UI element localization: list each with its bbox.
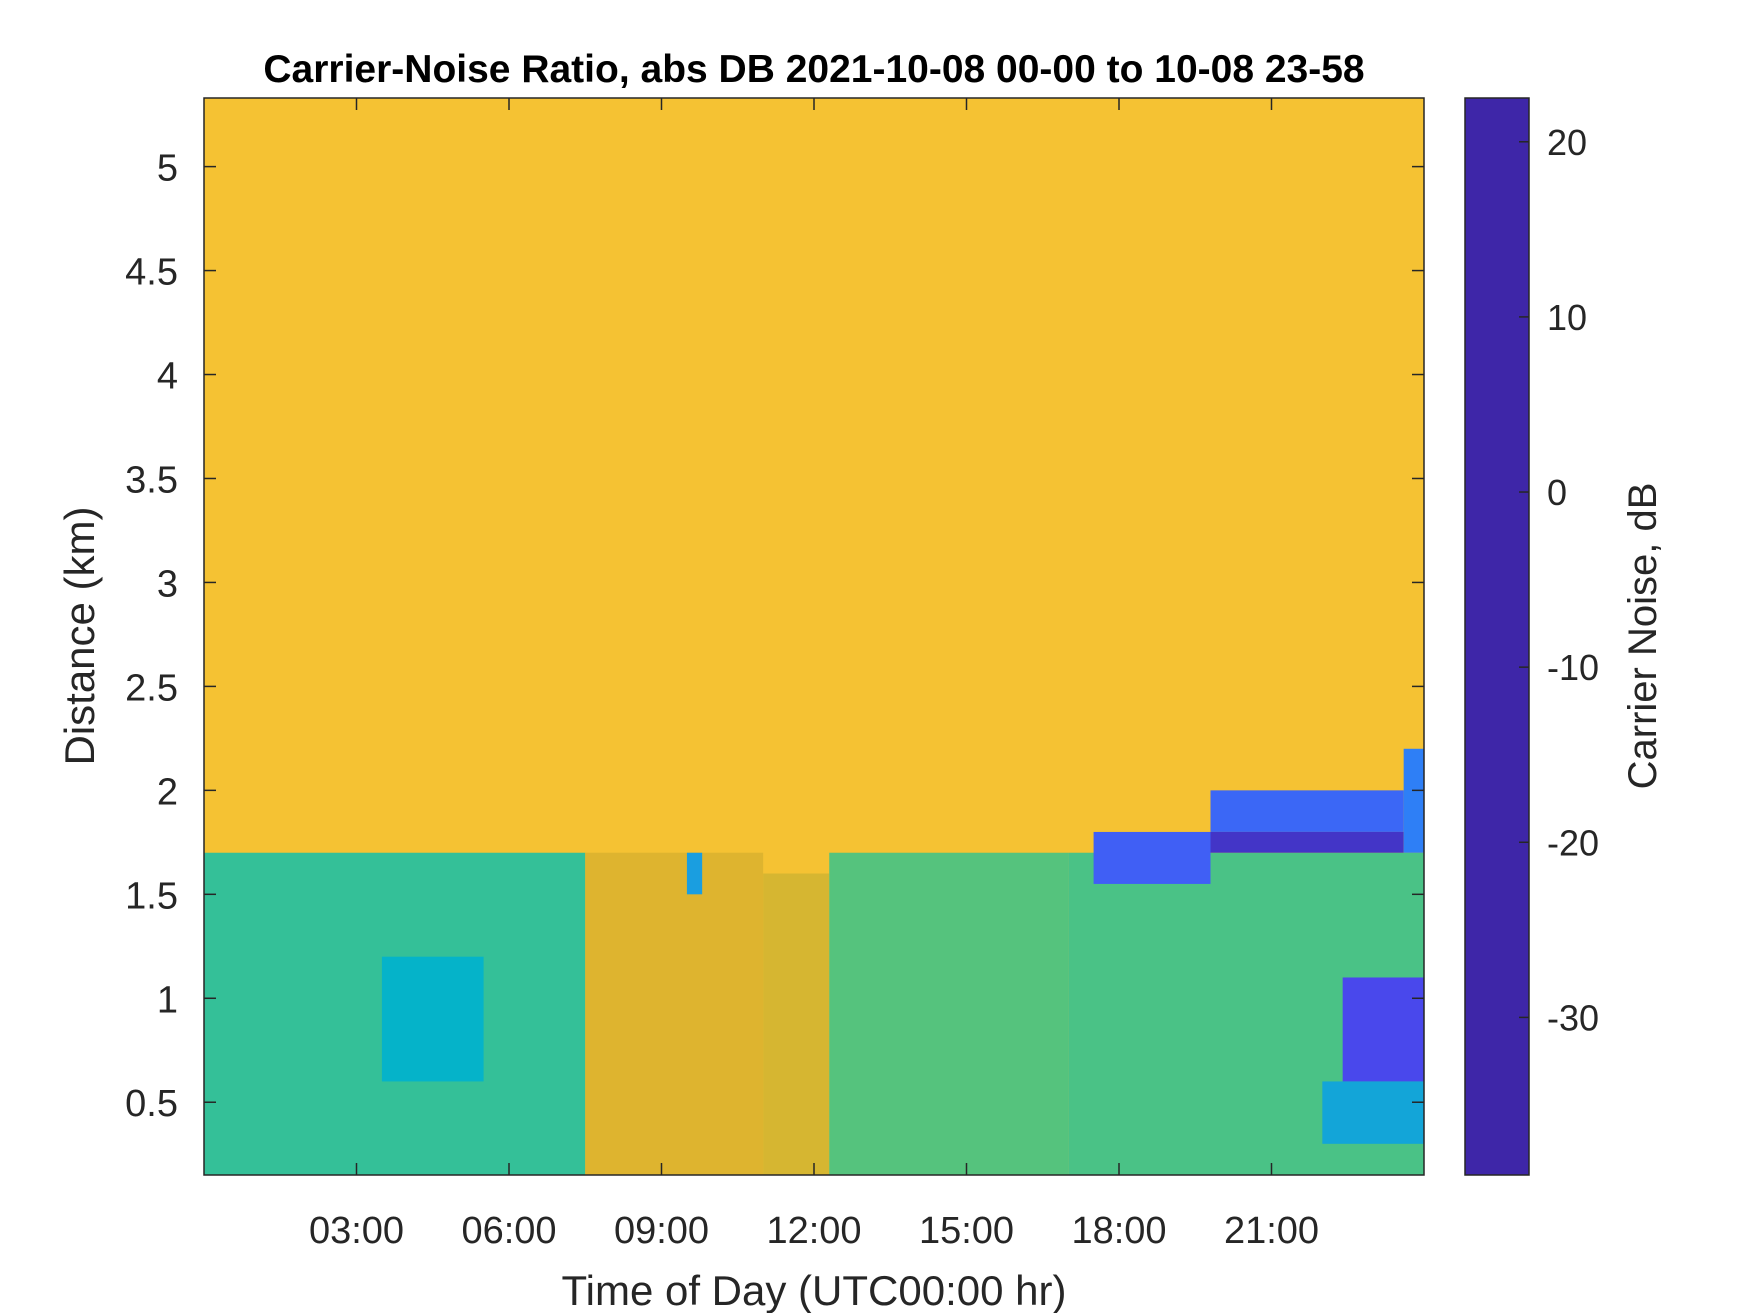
y-axis-label: Distance (km)	[56, 506, 103, 765]
heatmap-cell	[1210, 831, 1404, 853]
y-tick-label: 4	[157, 356, 178, 398]
heatmap-cell	[204, 98, 1424, 832]
y-tick-label: 5	[157, 148, 178, 190]
heatmap-cell	[381, 956, 484, 1082]
y-tick-label: 4.5	[125, 252, 178, 294]
y-tick-label: 3.5	[125, 459, 178, 501]
x-axis-ticks: 03:00 06:00 09:00 12:00 15:00 18:00 21:00	[309, 98, 1319, 1252]
heatmap-cell	[1342, 977, 1424, 1082]
x-axis-label: Time of Day (UTC00:00 hr)	[562, 1267, 1067, 1313]
y-tick-label: 1.5	[125, 875, 178, 917]
heatmap-cell	[585, 852, 764, 1175]
heatmap-cell	[1093, 831, 1211, 884]
colorbar-tick-label: 10	[1547, 297, 1587, 338]
y-tick-label: 0.5	[125, 1083, 178, 1125]
colorbar-tick-label: -30	[1547, 997, 1599, 1038]
x-tick-label: 15:00	[919, 1210, 1014, 1252]
x-tick-label: 09:00	[614, 1210, 709, 1252]
y-tick-label: 3	[157, 563, 178, 605]
x-tick-label: 21:00	[1224, 1210, 1319, 1252]
y-tick-label: 1	[157, 979, 178, 1021]
colorbar	[1464, 97, 1530, 1176]
y-tick-label: 2.5	[125, 667, 178, 709]
x-tick-label: 18:00	[1071, 1210, 1166, 1252]
x-tick-label: 12:00	[766, 1210, 861, 1252]
heatmap-cells	[204, 98, 1424, 1175]
colorbar-tick-label: -20	[1547, 822, 1599, 863]
chart-title: Carrier-Noise Ratio, abs DB 2021-10-08 0…	[263, 48, 1364, 91]
y-tick-label: 2	[157, 771, 178, 813]
colorbar-tick-label: 0	[1547, 472, 1567, 513]
x-tick-label: 06:00	[461, 1210, 556, 1252]
heatmap-cell	[1210, 790, 1404, 832]
heatmap-cell	[763, 873, 830, 1175]
heatmap-cell	[1322, 1081, 1424, 1144]
colorbar-ticks: 20 10 0 -10 -20 -30	[1519, 122, 1599, 1038]
heatmap-cell	[829, 852, 1069, 1175]
colorbar-tick-label: -10	[1547, 647, 1599, 688]
colorbar-label: Carrier Noise, dB	[1621, 483, 1665, 790]
heatmap-cell	[1403, 748, 1424, 853]
x-tick-label: 03:00	[309, 1210, 404, 1252]
y-axis-ticks: 0.5 1 1.5 2 2.5 3 3.5 4 4.5 5	[125, 148, 1424, 1125]
heatmap-cell	[686, 852, 703, 895]
colorbar-tick-label: 20	[1547, 122, 1587, 163]
